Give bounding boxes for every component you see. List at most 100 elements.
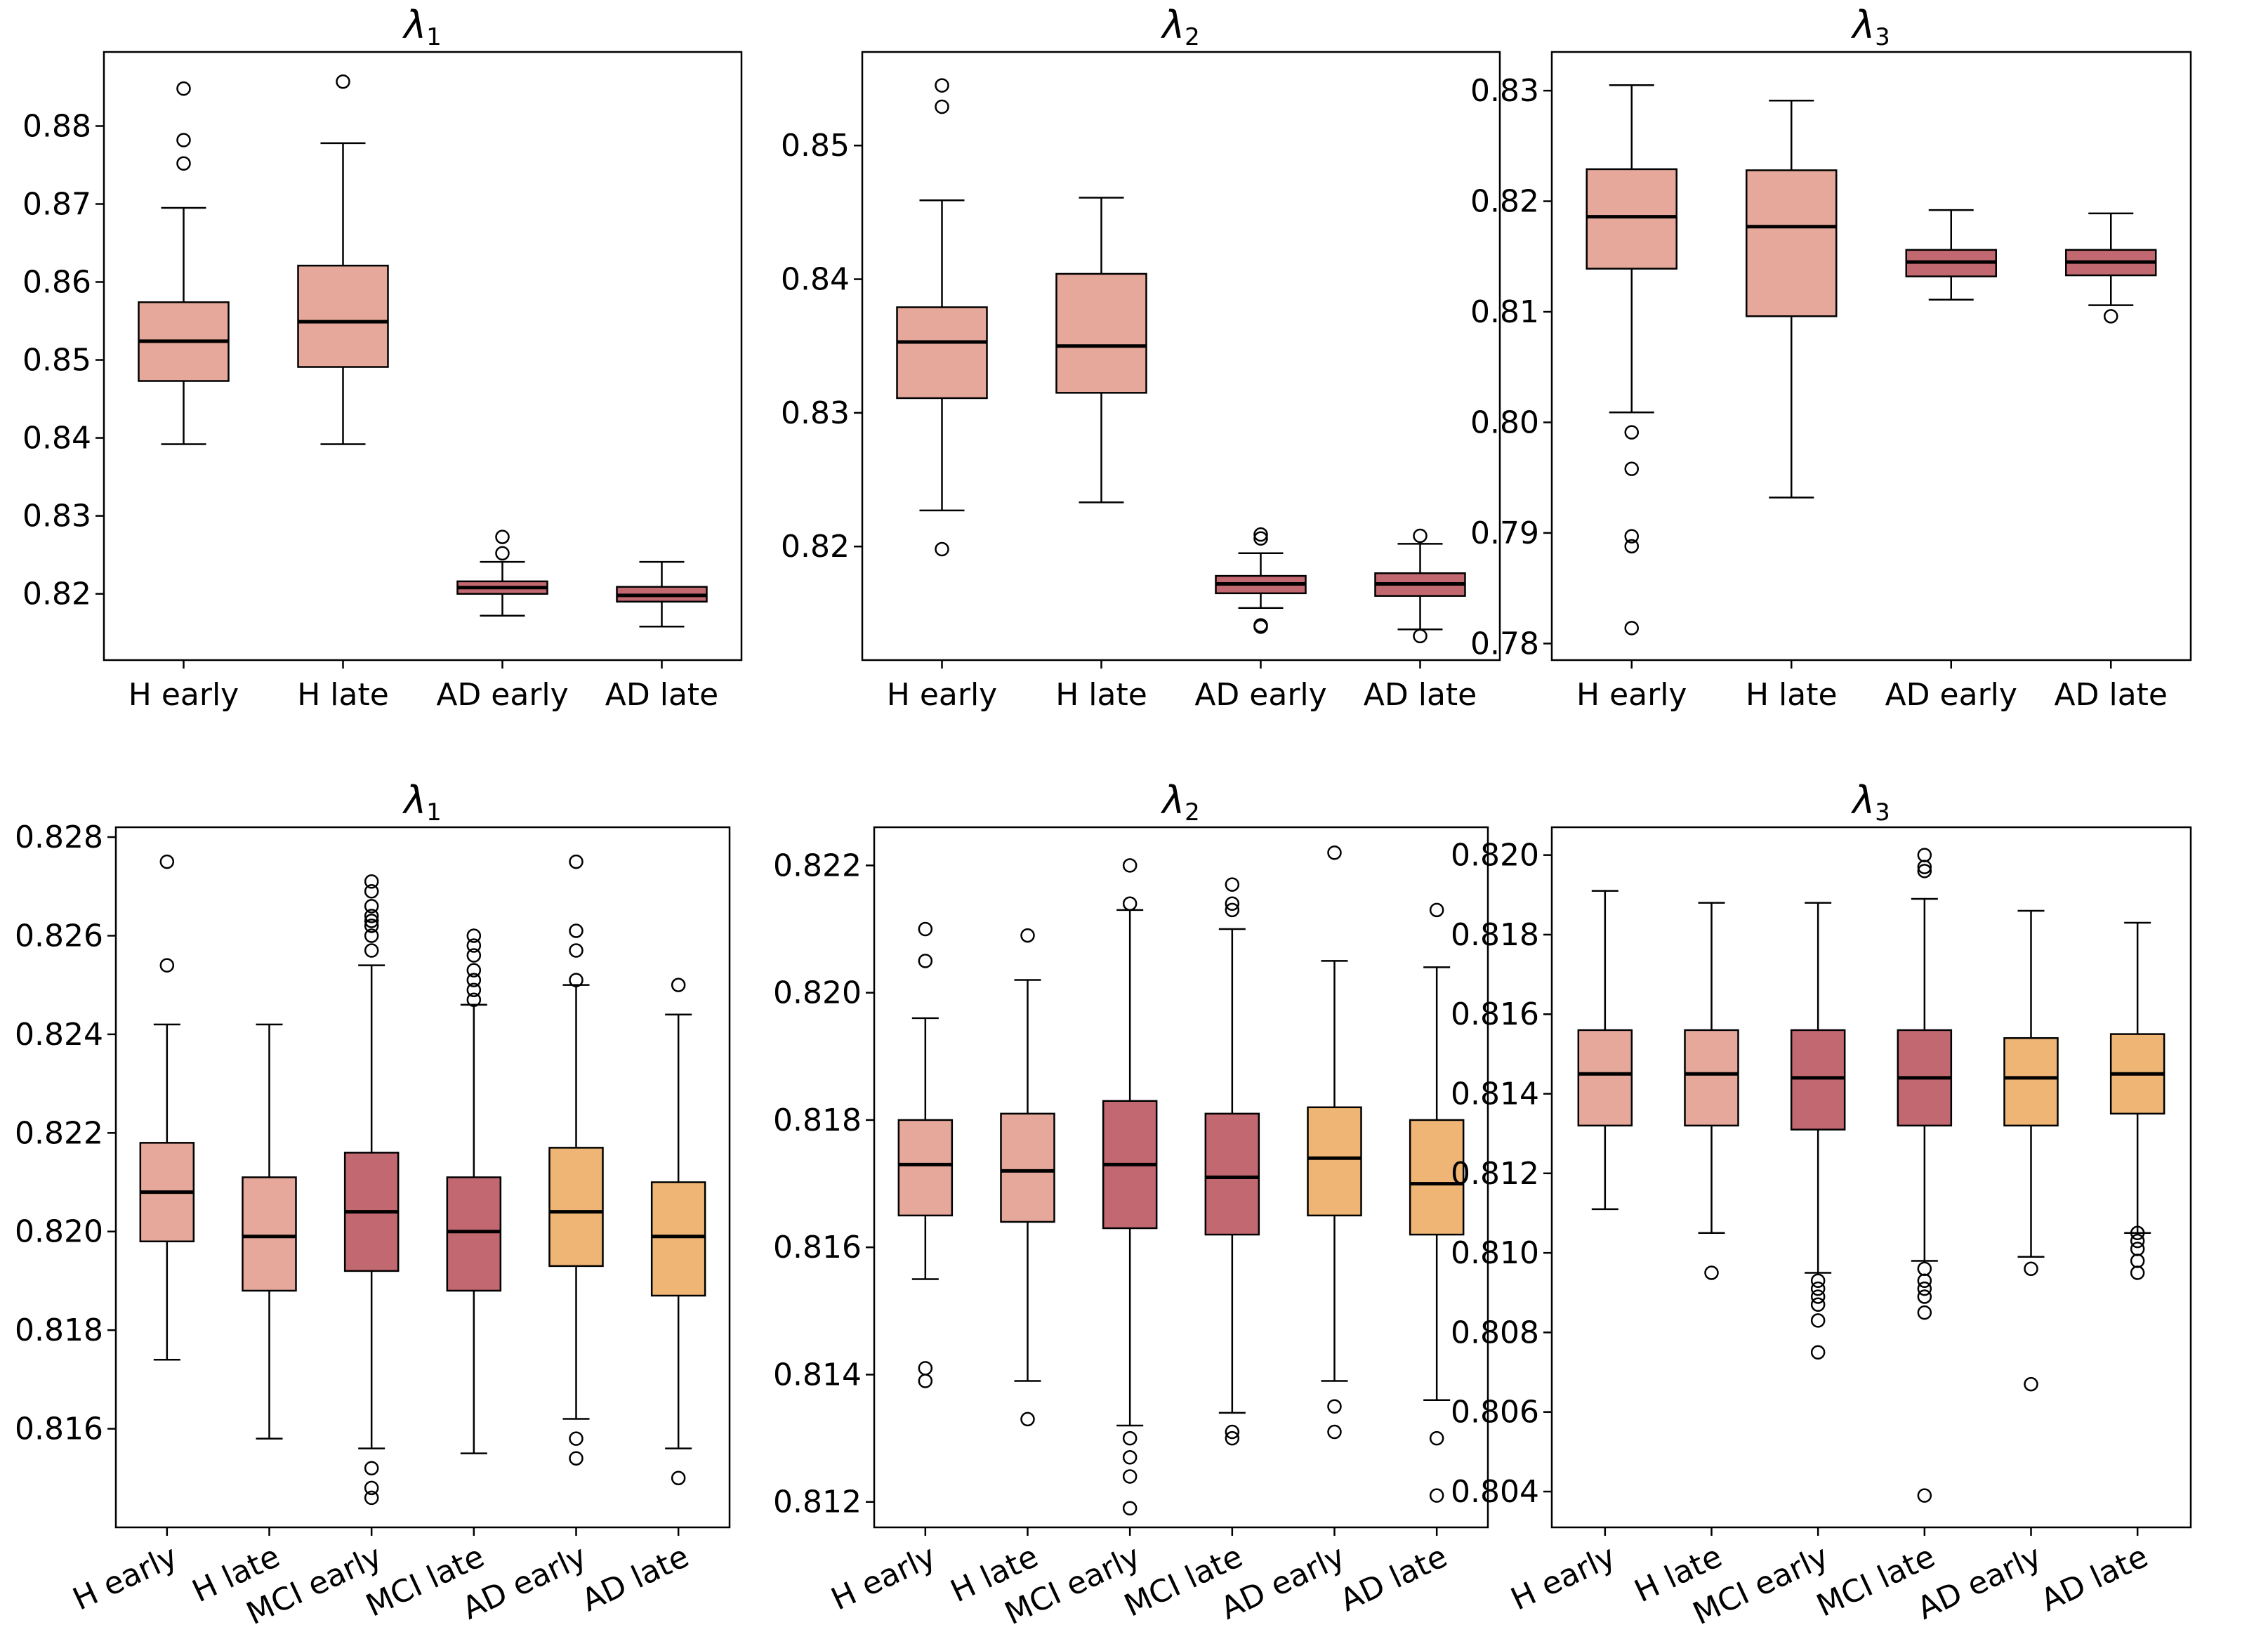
flier-point: [2104, 309, 2118, 324]
flier-point: [1429, 1430, 1444, 1446]
chart-panel-1: λ1 0.82 0.83 0.84 0.85 0.86 0.87 0.88 H early H l…: [22, 3, 743, 713]
flier-point: [159, 854, 175, 869]
flier-point: [364, 1480, 379, 1496]
plot-frame: [114, 826, 731, 1529]
flier-point: [1917, 1281, 1932, 1296]
x-tick-label: H late: [1746, 677, 1838, 713]
y-tick-label: 0.83: [781, 395, 850, 431]
box: [242, 1176, 297, 1292]
y-tick-label: 0.816: [773, 1230, 862, 1265]
flier-point: [1253, 531, 1268, 546]
y-tick-label: 0.84: [22, 421, 91, 456]
flier-point: [336, 74, 350, 89]
y-tick-label: 0.86: [22, 265, 91, 301]
flier-point: [918, 921, 933, 937]
flier-point: [364, 943, 379, 958]
flier-point: [466, 938, 482, 953]
flier-point: [569, 923, 584, 938]
y-tick-label: 0.812: [773, 1485, 862, 1520]
flier-point: [1917, 1305, 1932, 1320]
x-tick-label: H early: [128, 677, 239, 713]
y-tick-label: 0.816: [1451, 996, 1539, 1032]
flier-point: [1020, 928, 1035, 943]
flier-point: [2130, 1253, 2145, 1268]
y-tick-label: 0.82: [781, 529, 850, 565]
x-tick-label: H early: [67, 1539, 183, 1618]
flier-point: [1917, 864, 1932, 878]
x-tick-label: H early: [887, 677, 997, 713]
chart-panel-4: λ1 0.816 0.818 0.820 0.822 0.824 0.826 0.828 H e…: [15, 778, 731, 1632]
flier-point: [466, 973, 482, 987]
flier-point: [495, 546, 510, 561]
y-tick-label: 0.87: [22, 187, 91, 223]
flier-point: [1624, 425, 1639, 440]
box: [1204, 1112, 1260, 1236]
flier-point: [2130, 1242, 2145, 1256]
y-tick-label: 0.822: [15, 1115, 103, 1151]
flier-point: [466, 992, 482, 1007]
chart-panel-2: λ2 0.82 0.83 0.84 0.85 H early H late AD early A…: [781, 3, 1501, 713]
flier-point: [1327, 845, 1342, 860]
flier-point: [1122, 1450, 1138, 1465]
flier-point: [466, 963, 482, 978]
x-tick-label: AD early: [436, 677, 568, 713]
flier-point: [1122, 1430, 1138, 1446]
flier-point: [1327, 1399, 1342, 1414]
flier-point: [2130, 1265, 2145, 1280]
box: [1577, 1029, 1633, 1127]
flier-point: [364, 884, 379, 899]
y-tick-label: 0.806: [1451, 1395, 1539, 1430]
flier-point: [1917, 1261, 1932, 1277]
flier-point: [176, 81, 191, 96]
box: [1000, 1112, 1055, 1223]
flier-point: [466, 948, 482, 963]
y-tick-label: 0.82: [22, 577, 91, 612]
flier-point: [1413, 528, 1428, 544]
y-tick-label: 0.84: [781, 262, 850, 298]
chart-panel-3: λ3 0.78 0.79 0.80 0.81 0.82 0.83 H early H late A…: [1470, 3, 2192, 713]
flier-point: [1624, 461, 1639, 476]
flier-point: [1122, 1469, 1138, 1484]
flier-point: [569, 854, 584, 869]
panel-title: λ1: [402, 3, 442, 51]
box: [1055, 272, 1147, 394]
x-tick-label: H early: [1505, 1539, 1621, 1618]
y-tick-label: 0.822: [773, 848, 862, 883]
y-tick-label: 0.83: [22, 499, 91, 534]
flier-point: [364, 899, 379, 914]
flier-point: [159, 958, 175, 973]
y-tick-label: 0.816: [15, 1411, 103, 1447]
y-tick-label: 0.812: [1451, 1156, 1539, 1192]
flier-point: [2024, 1376, 2038, 1392]
flier-point: [918, 1374, 933, 1388]
y-tick-label: 0.78: [1470, 626, 1539, 662]
panel-title: λ2: [1160, 778, 1200, 827]
panel-title: λ2: [1160, 3, 1200, 51]
flier-point: [364, 909, 379, 923]
flier-point: [1225, 877, 1240, 892]
flier-point: [1253, 618, 1268, 633]
y-tick-label: 0.88: [22, 108, 91, 144]
y-tick-label: 0.828: [15, 820, 103, 855]
box: [2003, 1037, 2059, 1127]
flier-point: [918, 1361, 933, 1376]
flier-point: [1253, 527, 1268, 542]
flier-point: [671, 978, 686, 992]
flier-point: [671, 1470, 686, 1486]
flier-point: [1917, 1488, 1932, 1503]
flier-point: [1413, 629, 1428, 643]
flier-point: [935, 99, 949, 114]
flier-point: [1624, 621, 1639, 636]
flier-point: [364, 1490, 379, 1506]
flier-point: [1810, 1313, 1826, 1328]
flier-point: [1429, 1488, 1444, 1503]
x-tick-label: AD late: [605, 677, 718, 713]
box: [1746, 169, 1838, 317]
flier-point: [935, 541, 949, 557]
box: [897, 1119, 954, 1217]
x-tick-label: AD early: [1912, 1539, 2047, 1627]
y-tick-label: 0.804: [1451, 1474, 1539, 1510]
y-tick-label: 0.820: [1451, 838, 1539, 874]
flier-point: [466, 928, 482, 943]
